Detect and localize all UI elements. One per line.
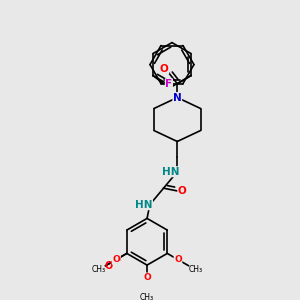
- Text: O: O: [174, 255, 182, 264]
- Text: O: O: [160, 64, 169, 74]
- Text: CH₃: CH₃: [188, 265, 203, 274]
- Text: O: O: [112, 255, 120, 265]
- Text: F: F: [165, 79, 172, 89]
- Text: O: O: [143, 273, 151, 282]
- Text: HN: HN: [135, 200, 152, 210]
- Text: HN: HN: [163, 167, 180, 177]
- Text: N: N: [173, 92, 182, 103]
- Text: CH₃: CH₃: [92, 265, 106, 274]
- Text: O: O: [178, 186, 187, 196]
- Text: O: O: [105, 261, 113, 271]
- Text: O: O: [112, 255, 120, 264]
- Text: CH₃: CH₃: [140, 293, 154, 300]
